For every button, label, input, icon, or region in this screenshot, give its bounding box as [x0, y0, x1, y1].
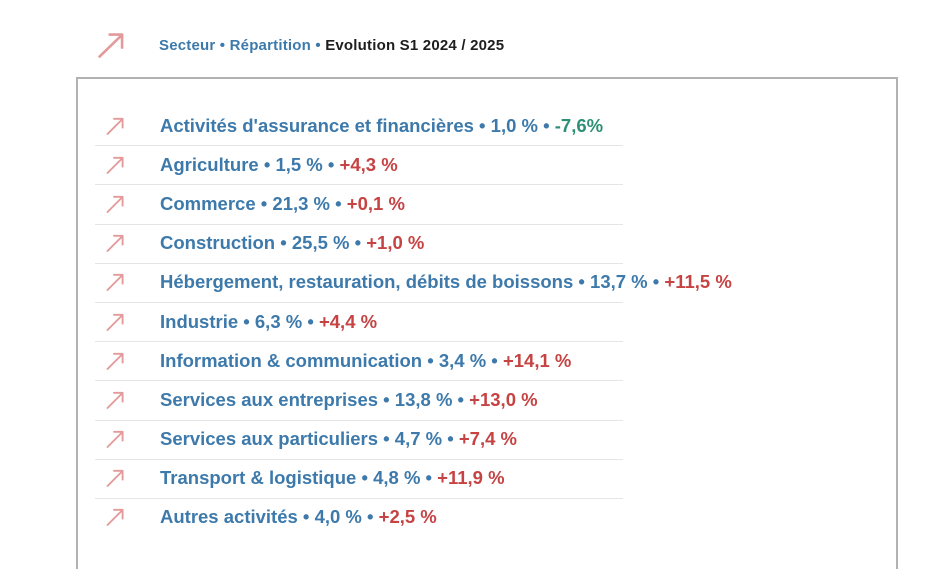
trend-up-arrow-icon	[106, 470, 124, 488]
sector-name: Commerce	[160, 192, 256, 214]
sector-evolution: +11,5 %	[664, 271, 732, 293]
trend-up-arrow-icon	[106, 430, 124, 449]
sector-evolution: +1,0 %	[366, 232, 425, 254]
sector-name: Construction	[160, 232, 276, 254]
sector-row[interactable]: Transport & logistique • 4,8 % • +11,9 %	[78, 458, 896, 498]
bullet-separator: •	[356, 467, 374, 489]
sector-row[interactable]: Autres activités • 4,0 % • +2,5 %	[78, 497, 896, 537]
bullet-separator: •	[349, 232, 367, 254]
sector-evolution: +4,4 %	[318, 310, 378, 332]
sector-row-text: Construction • 25,5 % • +1,0 %	[160, 232, 424, 254]
sector-share: 3,4 %	[438, 349, 487, 371]
sector-evolution: +13,0 %	[469, 388, 538, 410]
sector-row[interactable]: Services aux particuliers • 4,7 % • +7,4…	[78, 419, 896, 459]
sector-share: 13,8 %	[394, 388, 453, 410]
sector-row[interactable]: Hébergement, restauration, débits de boi…	[78, 262, 896, 302]
sector-row-text: Services aux particuliers • 4,7 % • +7,4…	[160, 428, 517, 450]
bullet-separator: •	[255, 192, 273, 214]
sector-row[interactable]: Industrie • 6,3 % • +4,4 %	[78, 301, 896, 341]
sector-row-text: Services aux entreprises • 13,8 % • +13,…	[160, 389, 538, 411]
bullet-separator: •	[378, 428, 395, 450]
sector-row-text: Commerce • 21,3 % • +0,1 %	[160, 193, 405, 215]
sector-share: 4,0 %	[314, 506, 362, 528]
sector-name: Industrie	[160, 310, 239, 332]
trend-up-arrow-icon	[106, 117, 124, 135]
sector-evolution: +7,4 %	[458, 428, 517, 450]
sector-row[interactable]: Information & communication • 3,4 % • +1…	[78, 341, 896, 380]
sector-share: 25,5 %	[291, 232, 350, 254]
sector-row-text: Activités d'assurance et financières • 1…	[160, 115, 603, 137]
sector-name: Transport & logistique	[160, 467, 357, 489]
sector-evolution: +11,9 %	[437, 467, 505, 489]
sector-row[interactable]: Agriculture • 1,5 % • +4,3 %	[78, 145, 896, 184]
sector-row-text: Autres activités • 4,0 % • +2,5 %	[160, 506, 437, 528]
sector-evolution: +2,5 %	[378, 506, 437, 528]
bullet-separator: •	[258, 153, 276, 175]
sector-row[interactable]: Construction • 25,5 % • +1,0 %	[78, 223, 896, 263]
bullet-separator: •	[238, 310, 255, 332]
sector-name: Information & communication	[160, 349, 423, 371]
sector-evolution: +0,1 %	[346, 192, 405, 214]
bullet-separator: •	[473, 114, 491, 136]
bullet-separator: •	[361, 506, 379, 528]
sector-share: 4,7 %	[394, 428, 443, 450]
sector-row[interactable]: Commerce • 21,3 % • +0,1 %	[78, 184, 896, 223]
sector-row-text: Information & communication • 3,4 % • +1…	[160, 350, 571, 372]
sector-share: 21,3 %	[272, 192, 331, 214]
sector-name: Services aux particuliers	[160, 428, 379, 450]
sector-name: Services aux entreprises	[160, 388, 379, 410]
trend-up-arrow-icon	[106, 391, 124, 409]
sector-name: Agriculture	[160, 153, 259, 175]
sector-share: 1,0 %	[490, 114, 538, 136]
sector-name: Activités d'assurance et financières	[160, 114, 474, 136]
sector-row[interactable]: Services aux entreprises • 13,8 % • +13,…	[78, 380, 896, 419]
bullet-separator: •	[486, 349, 503, 371]
sector-row-text: Industrie • 6,3 % • +4,4 %	[160, 311, 377, 333]
bullet-separator: •	[537, 114, 555, 136]
page-title-sector-part: Secteur • Répartition •	[159, 36, 321, 54]
sector-row[interactable]: Activités d'assurance et financières • 1…	[78, 106, 896, 145]
sector-share: 6,3 %	[254, 310, 303, 332]
trend-up-arrow-icon	[106, 352, 124, 370]
bullet-separator: •	[452, 388, 470, 410]
trend-up-arrow-icon	[98, 32, 124, 58]
trend-up-arrow-icon	[106, 313, 124, 331]
bullet-separator: •	[573, 271, 591, 293]
trend-up-arrow-icon	[106, 274, 124, 292]
bullet-separator: •	[647, 271, 665, 293]
sector-evolution: +14,1 %	[502, 349, 572, 371]
report-header: Secteur • Répartition • Evolution S1 202…	[95, 29, 504, 61]
bullet-separator: •	[378, 388, 395, 410]
bullet-separator: •	[420, 467, 438, 489]
page-title: Secteur • Répartition • Evolution S1 202…	[159, 37, 504, 54]
sector-evolution: +4,3 %	[339, 153, 398, 175]
trend-up-arrow-icon	[106, 235, 124, 253]
sector-name: Hébergement, restauration, débits de boi…	[160, 271, 574, 293]
bullet-separator: •	[275, 232, 292, 254]
sector-panel: Activités d'assurance et financières • 1…	[76, 77, 898, 569]
bullet-separator: •	[330, 192, 347, 214]
bullet-separator: •	[297, 506, 315, 528]
sector-name: Autres activités	[160, 506, 298, 528]
trend-up-arrow-icon	[106, 195, 124, 213]
sector-row-text: Hébergement, restauration, débits de boi…	[160, 271, 732, 293]
page-title-evolution-part: Evolution S1 2024 / 2025	[325, 36, 505, 54]
trend-up-arrow-icon	[106, 156, 124, 174]
sector-list: Activités d'assurance et financières • 1…	[78, 79, 896, 537]
trend-up-arrow-icon	[106, 509, 124, 527]
sector-share: 1,5 %	[275, 153, 323, 175]
bullet-separator: •	[322, 153, 340, 175]
sector-row-text: Transport & logistique • 4,8 % • +11,9 %	[160, 467, 505, 489]
bullet-separator: •	[302, 310, 319, 332]
bullet-separator: •	[422, 349, 439, 371]
sector-share: 13,7 %	[590, 271, 648, 293]
bullet-separator: •	[442, 428, 459, 450]
sector-evolution: -7,6%	[554, 114, 604, 136]
sector-row-text: Agriculture • 1,5 % • +4,3 %	[160, 154, 398, 176]
sector-share: 4,8 %	[373, 467, 421, 489]
